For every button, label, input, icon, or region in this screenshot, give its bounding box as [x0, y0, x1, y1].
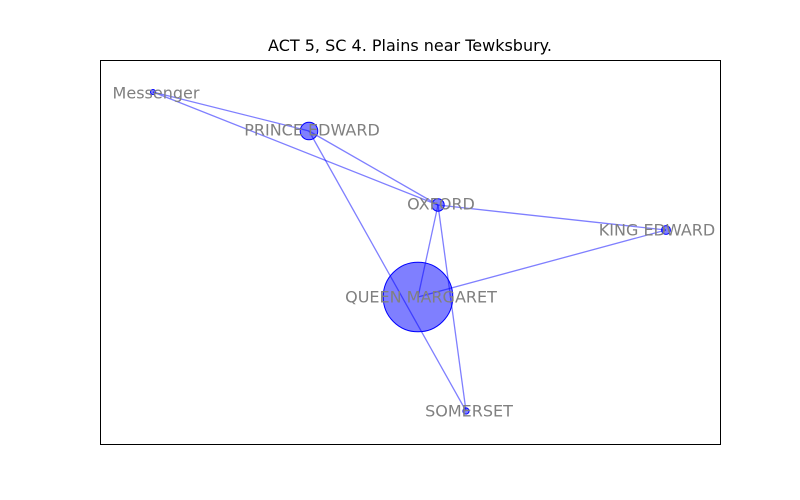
plot-frame — [100, 60, 721, 445]
edge-messenger-prince_edward — [152, 91, 310, 132]
node-label-prince_edward: PRINCE EDWARD — [244, 121, 380, 140]
node-label-somerset: SOMERSET — [425, 402, 513, 421]
node-somerset — [462, 407, 470, 415]
edge-messenger-oxford — [152, 91, 439, 206]
edge-oxford-somerset — [437, 204, 467, 412]
node-label-oxford: OXFORD — [407, 195, 475, 214]
node-king_edward — [661, 225, 671, 235]
edge-prince_edward-oxford — [308, 130, 439, 206]
node-messenger — [150, 89, 156, 95]
edges-layer — [152, 91, 667, 412]
node-label-queen_margaret: QUEEN MARGARET — [345, 288, 497, 307]
nodes-layer — [150, 89, 671, 415]
figure-title: ACT 5, SC 4. Plains near Tewksbury. — [268, 36, 552, 55]
node-label-messenger: Messenger — [113, 84, 200, 103]
node-prince_edward — [299, 121, 319, 141]
node-label-king_edward: KING EDWARD — [599, 221, 715, 240]
edge-oxford-king_edward — [437, 204, 667, 231]
edge-king_edward-queen_margaret — [417, 229, 667, 298]
node-queen_margaret — [382, 261, 454, 333]
node-oxford — [431, 198, 445, 212]
labels-layer: Messenger PRINCE EDWARD OXFORD KING EDWARD Q… — [113, 84, 716, 421]
edge-prince_edward-somerset — [308, 130, 467, 412]
